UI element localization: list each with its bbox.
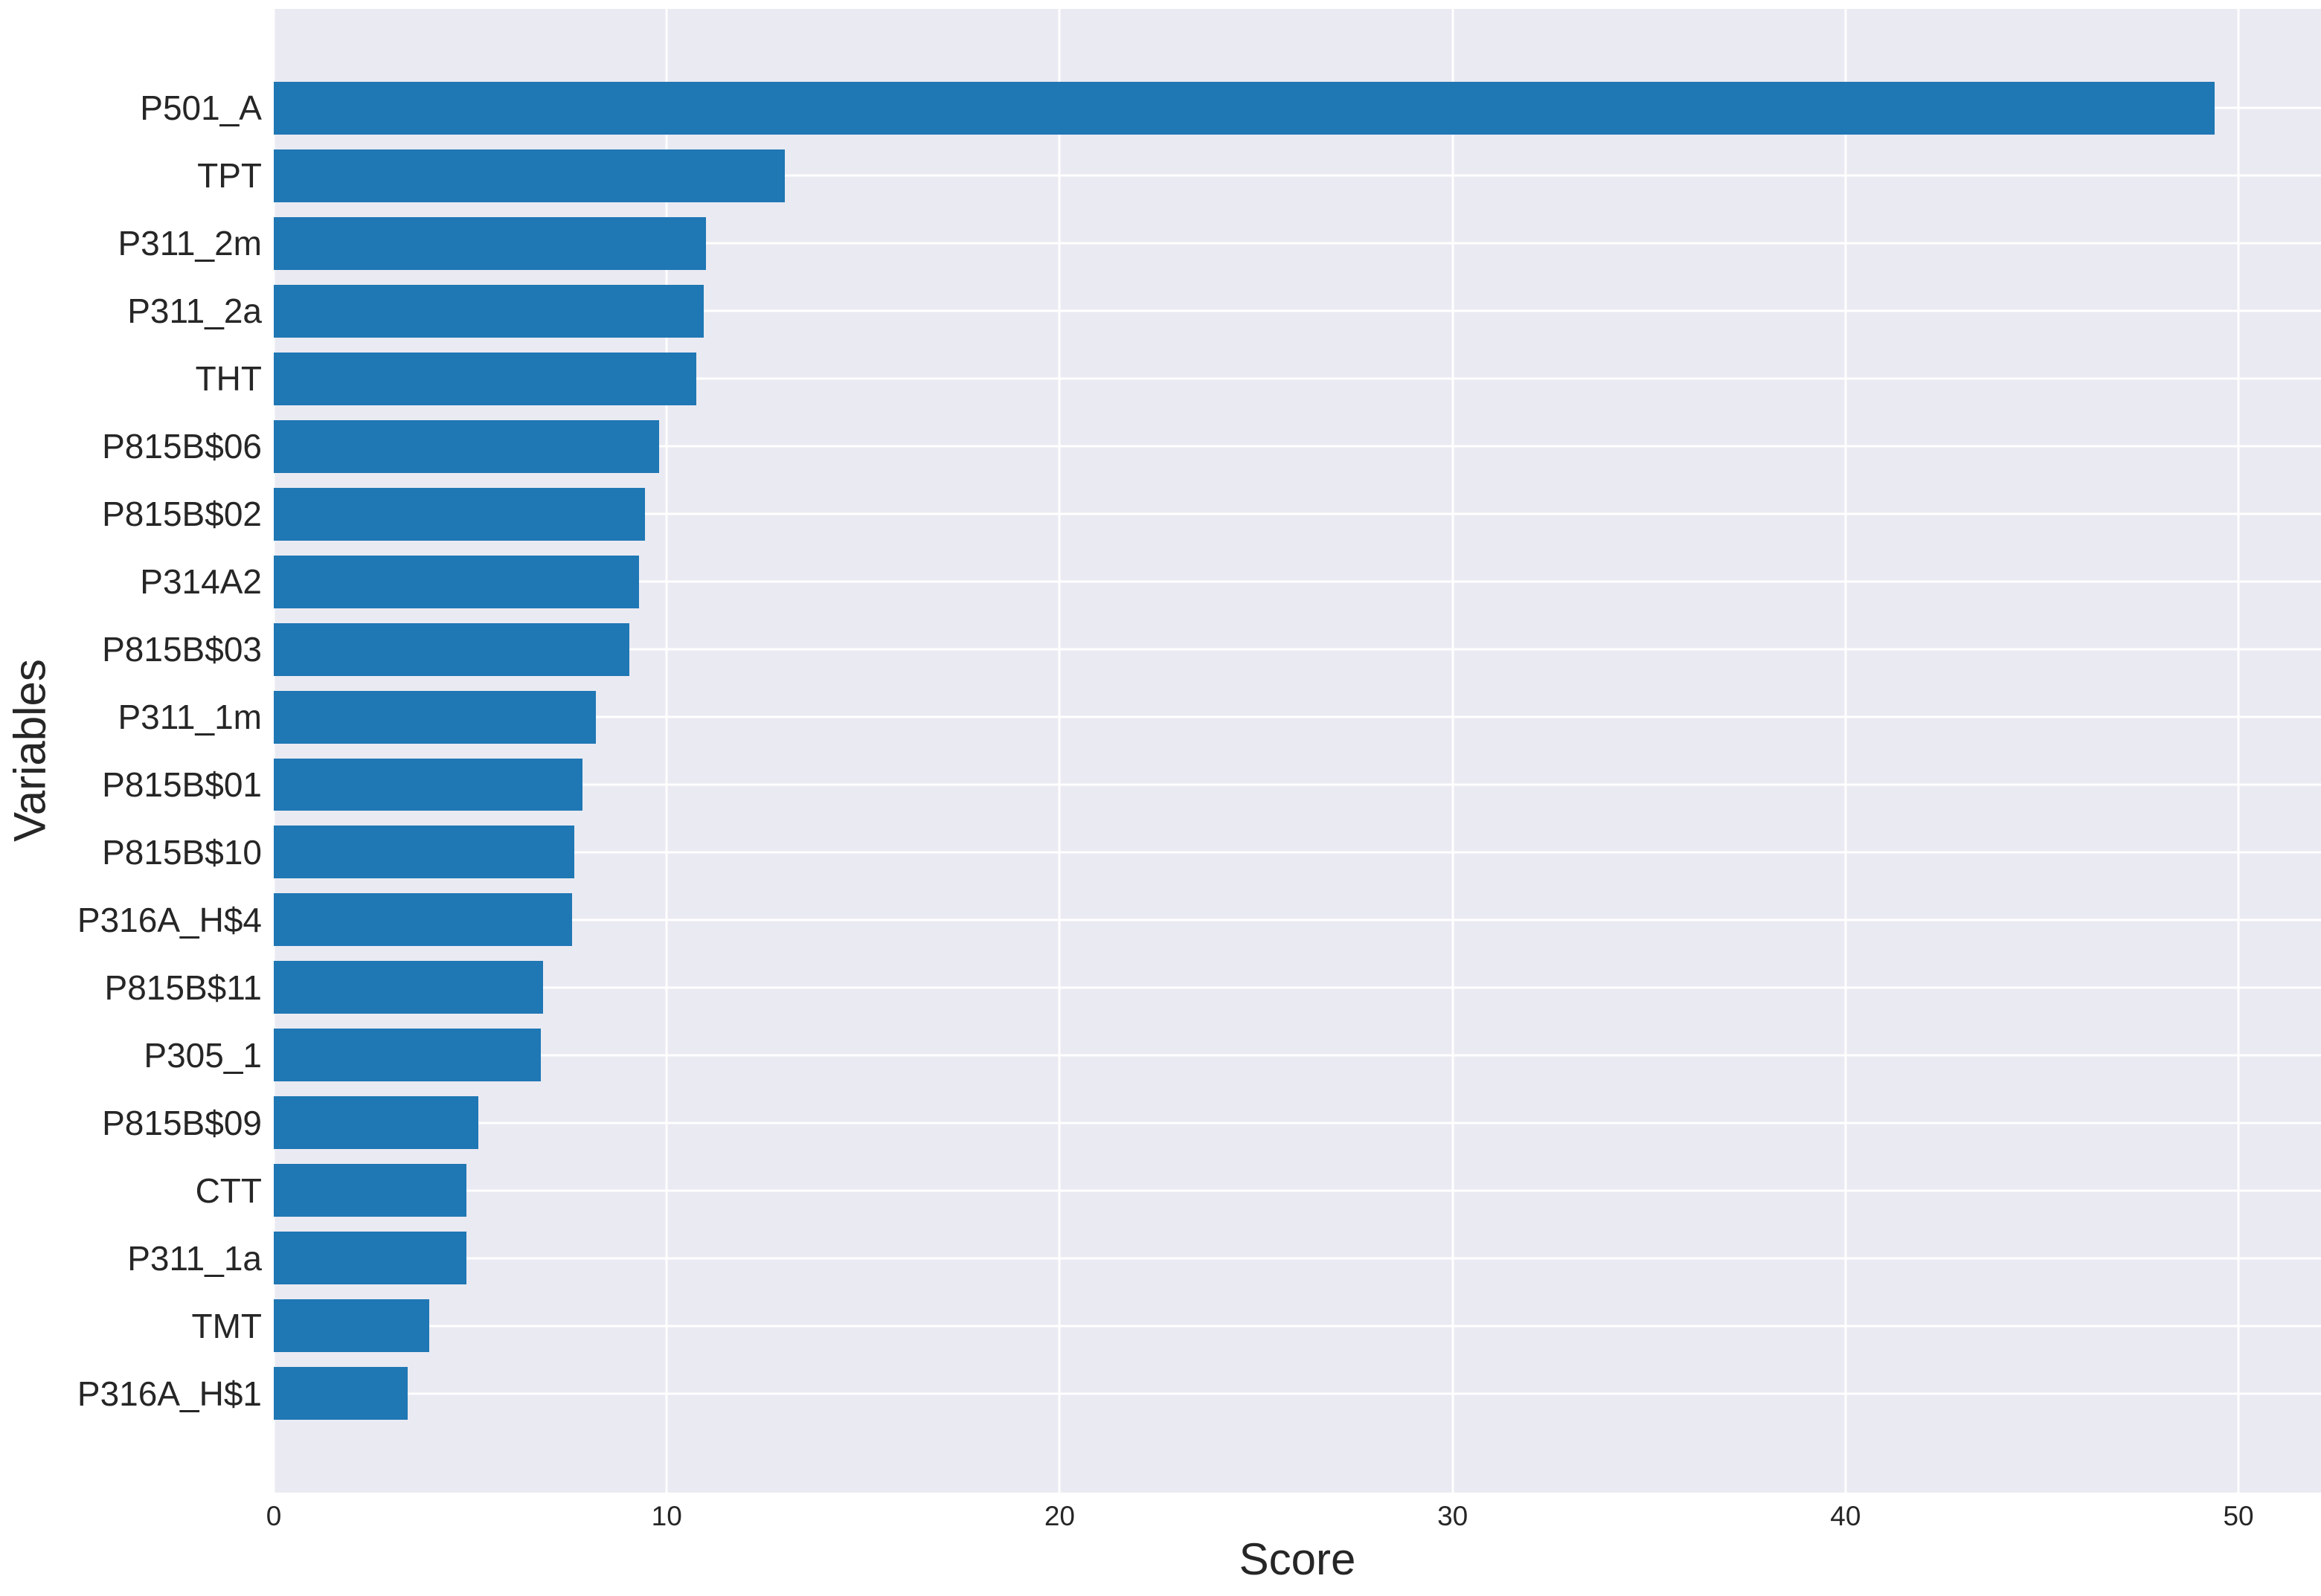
bar-row: P815B$11	[105, 953, 2321, 1021]
bar	[274, 758, 582, 811]
y-tick-label: P316A_H$1	[77, 1374, 262, 1413]
x-gridline	[1844, 9, 1847, 1493]
y-gridline	[274, 1257, 2321, 1260]
y-gridline	[274, 648, 2321, 651]
y-gridline	[274, 580, 2321, 583]
y-tick-label: P316A_H$4	[77, 900, 262, 939]
y-tick-label: P311_1a	[127, 1238, 262, 1278]
y-gridline	[274, 715, 2321, 718]
bar	[274, 1096, 478, 1150]
bar	[274, 826, 575, 879]
y-gridline	[274, 1054, 2321, 1057]
y-tick-label: TMT	[191, 1306, 262, 1345]
y-tick-label: P311_1m	[118, 698, 262, 737]
y-gridline	[274, 445, 2321, 448]
bar	[274, 419, 659, 473]
bar-row: P815B$01	[102, 751, 2321, 819]
y-gridline	[274, 174, 2321, 177]
y-tick-label: P815B$06	[102, 427, 262, 466]
y-tick-label: P305_1	[144, 1035, 262, 1075]
bar-row: P305_1	[144, 1021, 2321, 1089]
x-axis-ticks: 0 10 20 30 40 50	[266, 1501, 2321, 1547]
bar	[274, 487, 646, 541]
y-tick-label: P314A2	[140, 562, 262, 602]
y-gridline	[274, 986, 2321, 989]
y-axis-title: Variables	[4, 659, 55, 842]
bar-row: P815B$02	[102, 480, 2321, 548]
y-tick-label: P815B$02	[102, 495, 262, 534]
y-gridline	[274, 512, 2321, 515]
plot-area: P501_A TPT P311_2m P311_2a THT P815B$06 P815B$…	[77, 9, 2321, 1493]
bar-row: THT	[196, 345, 2321, 413]
y-tick-label: P815B$10	[102, 832, 262, 872]
bar	[274, 961, 543, 1014]
x-gridline	[2237, 9, 2240, 1493]
y-gridline	[274, 1122, 2321, 1124]
x-tick-label: 10	[651, 1501, 682, 1531]
y-tick-label: P815B$03	[102, 630, 262, 669]
bar	[274, 149, 785, 202]
y-tick-label: CTT	[195, 1171, 262, 1210]
bar-row: CTT	[196, 1156, 2321, 1224]
bar-row: TPT	[197, 142, 2321, 210]
bar	[274, 82, 2215, 135]
bar	[274, 216, 707, 270]
x-gridline	[272, 9, 275, 1493]
y-tick-label: P501_A	[140, 89, 262, 128]
bar-row: P316A_H$1	[77, 1360, 2321, 1427]
x-gridline	[1058, 9, 1061, 1493]
y-gridline	[274, 851, 2321, 854]
bar-row: P815B$03	[102, 616, 2321, 683]
bar	[274, 1367, 408, 1420]
bar-row: P815B$09	[102, 1089, 2321, 1156]
x-gridline	[665, 9, 668, 1493]
y-gridline	[274, 1392, 2321, 1395]
y-gridline	[274, 783, 2321, 786]
bar-row: P316A_H$4	[77, 886, 2321, 953]
bar-row: P311_1m	[118, 683, 2321, 751]
y-tick-label: TPT	[197, 156, 262, 196]
bar	[274, 352, 696, 405]
y-tick-label: THT	[195, 359, 262, 399]
bar-row: P815B$06	[102, 413, 2321, 480]
bars-container: P501_A TPT P311_2m P311_2a THT P815B$06 P815B$…	[77, 9, 2321, 1493]
bar	[274, 1232, 466, 1285]
bar-row: P311_1a	[127, 1224, 2321, 1292]
y-gridline	[274, 1189, 2321, 1192]
y-gridline	[274, 242, 2321, 245]
bar-row: P815B$10	[102, 818, 2321, 886]
bar-row: P501_A	[140, 74, 2321, 142]
bar	[274, 690, 597, 744]
bar-row: P314A2	[140, 548, 2321, 616]
y-tick-label: P815B$01	[102, 765, 262, 804]
y-gridline	[274, 309, 2321, 312]
x-tick-label: 0	[266, 1501, 282, 1531]
x-tick-label: 50	[2223, 1501, 2254, 1531]
bar	[274, 555, 640, 608]
y-tick-label: P311_2m	[118, 224, 262, 263]
bar	[274, 893, 573, 947]
y-tick-label: P815B$09	[102, 1103, 262, 1142]
bar	[274, 1299, 429, 1353]
x-tick-label: 20	[1044, 1501, 1075, 1531]
bar-row: P311_2m	[118, 210, 2321, 277]
y-gridline	[274, 377, 2321, 380]
x-gridline	[1451, 9, 1454, 1493]
x-tick-label: 30	[1437, 1501, 1468, 1531]
bar-row: TMT	[191, 1292, 2321, 1360]
bar	[274, 284, 704, 338]
y-tick-label: P815B$11	[104, 968, 262, 1007]
bar	[274, 1029, 542, 1082]
x-axis-title: Score	[1239, 1534, 1356, 1584]
x-tick-label: 40	[1830, 1501, 1861, 1531]
bar	[274, 1164, 466, 1217]
bar-row: P311_2a	[127, 277, 2321, 345]
y-tick-label: P311_2a	[127, 292, 262, 331]
y-gridline	[274, 1325, 2321, 1328]
bar	[274, 622, 630, 676]
y-gridline	[274, 918, 2321, 921]
